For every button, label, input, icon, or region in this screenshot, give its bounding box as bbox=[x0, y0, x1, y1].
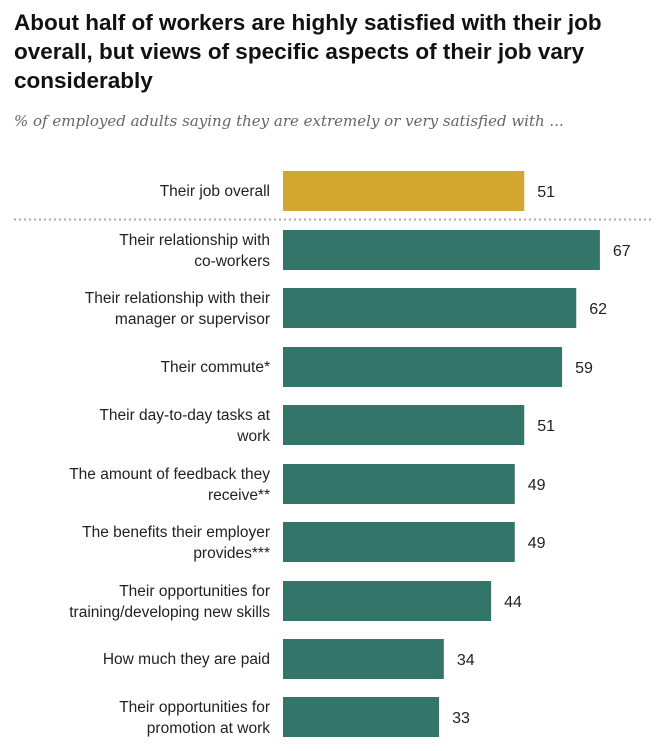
bar bbox=[283, 697, 440, 737]
bar bbox=[283, 230, 600, 270]
value-label: 51 bbox=[537, 418, 555, 435]
value-label: 62 bbox=[589, 301, 607, 318]
category-label: Their commute* bbox=[161, 359, 270, 376]
category-label-line: promotion at work bbox=[147, 720, 270, 737]
bar bbox=[283, 347, 563, 387]
category-label-line: Their relationship with their bbox=[85, 290, 270, 307]
value-label: 33 bbox=[452, 710, 470, 727]
category-label-line: co-workers bbox=[194, 253, 270, 270]
bar bbox=[283, 288, 577, 328]
category-label-line: provides*** bbox=[193, 545, 270, 562]
value-label: 44 bbox=[504, 594, 522, 611]
category-label: Their day-to-day tasks at work bbox=[99, 407, 270, 445]
bar bbox=[283, 639, 444, 679]
category-label: Their opportunities for promotion at work bbox=[119, 699, 270, 737]
bar bbox=[283, 581, 492, 621]
category-label: The amount of feedback they receive** bbox=[69, 466, 270, 504]
value-label: 67 bbox=[613, 243, 631, 260]
category-label-line: receive** bbox=[208, 487, 270, 504]
category-label-line: Their relationship with bbox=[119, 232, 270, 249]
value-label: 59 bbox=[575, 360, 593, 377]
chart-subtitle: % of employed adults saying they are ext… bbox=[14, 112, 564, 130]
category-label: Their opportunities for training/developi… bbox=[69, 583, 270, 621]
bar bbox=[283, 405, 525, 445]
bar bbox=[283, 464, 515, 504]
bar bbox=[283, 522, 515, 562]
category-label-line: The amount of feedback they bbox=[69, 466, 270, 483]
category-label: Their job overall bbox=[160, 183, 270, 200]
category-label-line: Their opportunities for bbox=[119, 699, 270, 716]
category-label-line: training/developing new skills bbox=[69, 604, 270, 621]
category-label-line: manager or supervisor bbox=[115, 311, 270, 328]
chart-title: About half of workers are highly satisfi… bbox=[14, 10, 602, 93]
category-label: How much they are paid bbox=[103, 651, 270, 668]
value-label: 49 bbox=[528, 535, 546, 552]
value-label: 34 bbox=[457, 652, 475, 669]
category-label-line: Their opportunities for bbox=[119, 583, 270, 600]
category-label: The benefits their employer provides*** bbox=[82, 524, 270, 562]
category-label-line: work bbox=[236, 428, 270, 445]
category-label: Their relationship with their manager or … bbox=[85, 290, 270, 328]
value-label: 49 bbox=[528, 477, 546, 494]
bar bbox=[283, 171, 525, 211]
value-label: 51 bbox=[537, 184, 555, 201]
category-label-line: Their day-to-day tasks at bbox=[99, 407, 270, 424]
category-label-line: The benefits their employer bbox=[82, 524, 270, 541]
category-label: Their relationship with co-workers bbox=[119, 232, 270, 270]
